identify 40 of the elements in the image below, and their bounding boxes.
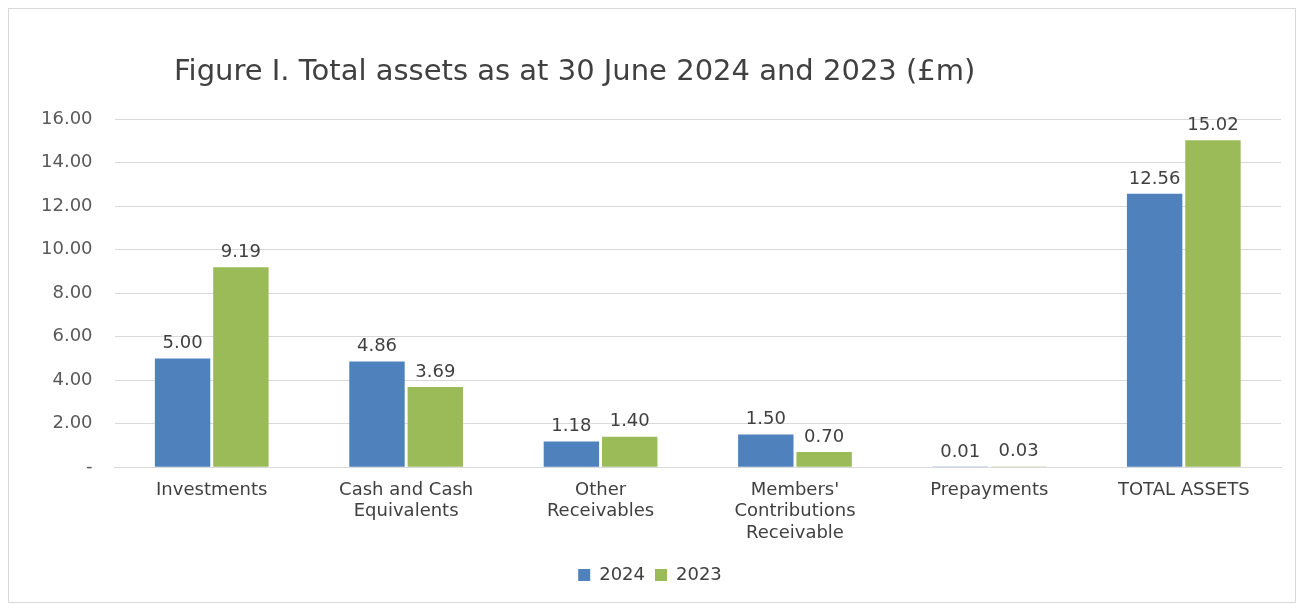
x-tick-label: Prepayments — [930, 477, 1049, 499]
data-label: 5.00 — [162, 331, 203, 353]
data-label: 0.03 — [998, 439, 1039, 461]
bar — [407, 386, 464, 467]
data-label: 0.01 — [940, 439, 981, 461]
data-label: 15.02 — [1187, 113, 1239, 134]
bar — [796, 451, 852, 467]
y-tick-label: 4.00 — [52, 367, 93, 389]
bar — [543, 441, 600, 467]
data-label: 0.70 — [804, 424, 845, 446]
bar — [213, 267, 269, 467]
y-tick-label: 2.00 — [52, 411, 93, 433]
y-tick-label: 14.00 — [41, 150, 93, 172]
x-tick-label: Cash and Cash Equivalents — [339, 477, 474, 521]
data-label: 1.18 — [551, 414, 592, 436]
data-label: 12.56 — [1128, 166, 1181, 188]
data-label: 4.86 — [356, 334, 398, 356]
legend-label: 2024 — [599, 562, 645, 584]
x-tick-label: Members' Contributions Receivable — [734, 477, 856, 542]
data-label: 3.69 — [415, 359, 456, 381]
y-tick-label: 16.00 — [41, 106, 93, 128]
bar — [1126, 193, 1183, 467]
x-tick-label: TOTAL ASSETS — [1116, 477, 1250, 499]
y-tick-label: - — [86, 454, 93, 476]
legend-label: 2023 — [676, 562, 722, 584]
y-tick-label: 12.00 — [41, 193, 93, 215]
x-tick-label: Other Receivables — [546, 477, 655, 521]
y-tick-label: 8.00 — [52, 280, 93, 302]
data-label: 1.40 — [609, 409, 650, 431]
chart-title: Figure I. Total assets as at 30 June 2024 and 2023 (£m) — [174, 53, 976, 87]
data-label: 1.50 — [745, 407, 786, 429]
y-tick-label: 10.00 — [41, 237, 93, 259]
y-tick-label: 6.00 — [52, 324, 93, 346]
bar — [349, 361, 405, 467]
bar — [154, 358, 211, 467]
bar — [1185, 140, 1241, 467]
bar — [738, 434, 794, 467]
x-tick-label: Investments — [156, 477, 268, 499]
bar — [602, 436, 658, 467]
data-label: 9.19 — [220, 239, 261, 261]
